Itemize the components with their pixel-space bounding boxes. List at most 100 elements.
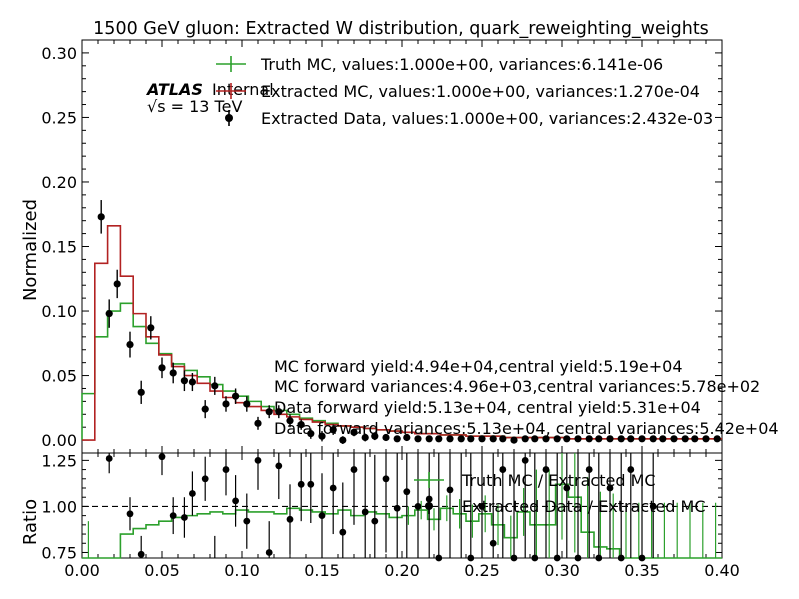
data-point [147,324,155,332]
ratio-data-point [521,456,529,464]
data-point [627,435,635,443]
ratio-xtick-label: 0.20 [384,561,420,580]
data-point [585,435,593,443]
data-point [542,435,550,443]
data-point [382,433,390,442]
data-point [659,435,667,443]
data-point [713,435,721,443]
data-point [521,435,529,443]
data-point [702,435,710,443]
ratio-data-point [574,554,582,562]
main-ytick-label: 0.15 [41,238,77,257]
data-point [393,435,401,443]
ratio-series-layer [82,453,722,562]
data-point [318,432,326,440]
ratio-xtick-label: 0.05 [144,561,180,580]
note-mc-yield: MC forward yield:4.94e+04,central yield:… [274,357,683,376]
data-point [553,435,561,443]
data-point [275,408,283,416]
data-point [97,213,105,221]
ratio-data-point [181,514,188,521]
ratio-data-point [243,517,251,525]
ratio-data-point [275,462,283,470]
data-point [361,433,369,442]
ratio-xtick-label: 0.10 [224,561,260,580]
ratio-data-point [169,512,177,520]
ratio-xtick-label: 0.15 [304,561,340,580]
ratio-data-point [350,466,358,473]
ratio-data-point [371,517,379,525]
data-point [681,435,689,443]
data-point [265,408,273,416]
chart-title: 1500 GeV gluon: Extracted W distribution… [93,19,709,39]
ratio-data-point [189,490,196,497]
data-point [211,382,219,390]
ratio-data-point [329,484,337,492]
data-point [201,405,209,413]
ratio-data-point [307,480,315,488]
main-ytick-label: 0.10 [41,302,77,321]
ratio-data-point [606,484,614,492]
note-data-variances: Data forward variances:5.13e+04, central… [274,419,779,438]
ratio-ytick-label: 1.00 [41,497,77,516]
ratio-data-point [339,528,347,536]
legend-data-label: Extracted Data, values:1.000e+00, varian… [261,109,713,128]
data-point [435,435,443,443]
ratio-data-point [553,554,561,562]
data-point [446,435,454,443]
ratio-data-point [265,549,273,556]
legend-data-marker [225,114,233,122]
ratio-data-point [105,455,113,462]
atlas-status: Internal [212,80,274,99]
data-point [595,435,603,443]
data-point [489,435,497,443]
ratio-data-point [649,503,657,510]
ratio-xtick-label: 0.35 [624,561,660,580]
ratio-data-point [617,554,625,562]
ratio-data-point [201,475,209,483]
ratio-data-point [435,554,443,562]
data-point [691,435,699,443]
ratio-data-point [499,466,507,473]
ratio-ytick-label: 1.25 [41,451,77,470]
main-ytick-label: 0.25 [41,108,77,127]
legend-truth-label: Truth MC, values:1.000e+00, variances:6.… [260,55,663,74]
ratio-xtick-label: 0.30 [544,561,580,580]
data-point [670,435,678,443]
atlas-label: ATLAS [145,80,203,99]
data-point [286,417,294,425]
data-point [617,435,625,443]
data-point [371,432,379,440]
ratio-data-point [446,486,454,494]
data-point [499,435,507,443]
data-point [478,435,486,443]
ratio-data-point [627,466,635,473]
main-legend: Truth MC, values:1.000e+00, variances:6.… [216,55,713,128]
ratio-data-point [638,554,646,562]
ratio-data-point [542,466,550,473]
data-point [329,426,337,434]
main-ytick-label: 0.00 [41,431,77,450]
ratio-truth-histogram [82,483,722,559]
ratio-data-point [585,466,593,473]
ratio-data-point [137,550,145,558]
ratio-data-point [382,475,390,483]
ratio-data-point [126,510,134,518]
legend-extracted-label: Extracted MC, values:1.000e+00, variance… [261,82,700,101]
main-ytick-label: 0.20 [41,173,77,192]
ratio-ytick-label: 0.75 [41,543,77,562]
ratio-data-point [254,456,262,464]
ratio-data-point [232,497,240,505]
ratio-data-point [489,539,497,547]
data-point [563,435,571,443]
ratio-data-point [318,512,326,520]
ratio-data-point [414,503,422,510]
main-series-layer [81,200,722,444]
data-point [188,378,196,386]
ratio-data-point [361,508,369,516]
ratio-legend-data-label: Extracted Data / Extracted MC [462,497,706,516]
atlas-energy: √s = 13 TeV [147,97,242,116]
data-point [574,435,582,443]
main-axis-ticks: 0.00 0.05 0.10 0.15 0.20 0.25 0.30 [41,40,723,453]
data-point [254,419,262,427]
